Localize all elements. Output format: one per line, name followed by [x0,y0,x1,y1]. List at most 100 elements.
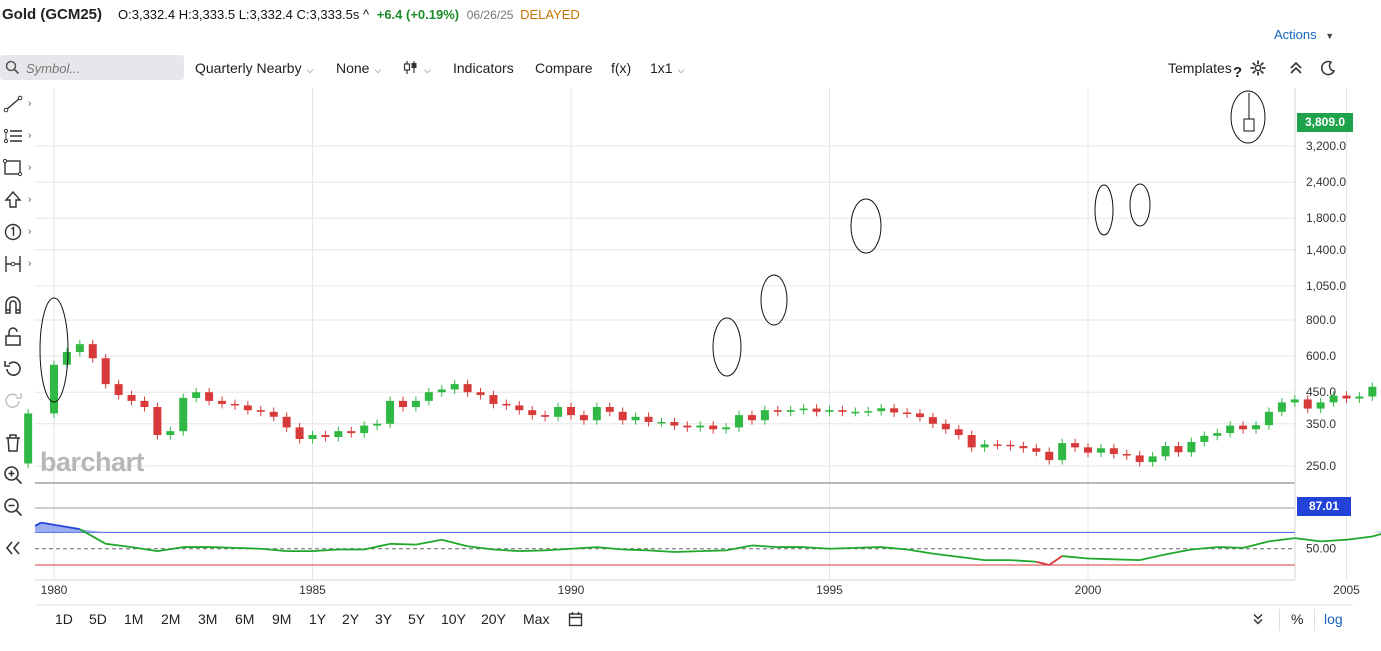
candle-down [644,416,653,422]
price-axis-label: 2,400.0 [1306,175,1346,189]
timeframe-1y[interactable]: 1Y [309,611,327,627]
candle-up [360,425,369,434]
measure-tool[interactable]: › [2,254,32,276]
candle-down [954,429,963,436]
timeframe-5y[interactable]: 5Y [408,611,426,627]
timeframe-20y[interactable]: 20Y [481,611,506,627]
rsi-line-segment [958,555,985,562]
candle-up [1264,411,1273,426]
candle-down [1084,447,1092,453]
candle-down [114,384,123,396]
annotation-ellipse [1094,184,1114,236]
annotation-tool[interactable]: › [2,222,32,244]
rectangle-icon [2,158,23,177]
templates-button[interactable]: Templates [1168,60,1232,76]
candle-up [1226,425,1235,434]
fibonacci-tool[interactable]: › [2,126,32,148]
lock-tool[interactable] [2,326,32,348]
candle-up [592,407,601,421]
timeframe-9m[interactable]: 9M [272,611,292,627]
actions-menu-button[interactable]: Actions ▼ [1274,27,1334,42]
candle-up [631,416,640,421]
candle-down [1032,448,1041,452]
zoom-out-icon [4,498,23,517]
timeframe-5d[interactable]: 5D [89,611,107,627]
candle-up [62,351,71,365]
compare-button[interactable]: Compare [535,60,593,76]
dark-mode-icon[interactable] [1320,60,1336,76]
function-button[interactable]: f(x) [611,60,632,76]
collapse-toolbar-button[interactable] [2,538,32,560]
candle-down [218,400,227,404]
magnet-tool[interactable] [2,294,32,316]
gear-icon[interactable] [1250,60,1266,76]
magnet-icon [5,296,21,314]
timeframe-2m[interactable]: 2M [161,611,181,627]
price-axis-label: 1,050.0 [1306,279,1346,293]
chart-type-select[interactable]: ⌵ [403,60,431,76]
rsi-line-segment [932,552,959,558]
rsi-line-segment [648,549,675,553]
rsi-line-segment [1320,538,1347,543]
collapse-up-icon[interactable] [1289,61,1303,75]
timeframe-3m[interactable]: 3M [198,611,218,627]
candle-down [1122,454,1131,456]
candle-down [489,395,498,404]
timeframe-1m[interactable]: 1M [124,611,144,627]
candle-up [1252,425,1261,430]
candle-down [773,410,782,412]
candle-up [722,427,731,430]
ohlc-values: O:3,332.4 H:3,333.5 L:3,332.4 C:3,333.5s… [118,7,370,22]
arrow-tool[interactable]: › [2,190,32,212]
undo-button[interactable] [2,358,32,380]
price-axis-label: 600.0 [1306,349,1336,363]
shape-tool[interactable]: › [2,158,32,180]
layout-select[interactable]: 1x1 ⌵ [650,60,684,76]
symbol-search[interactable] [0,55,184,80]
rsi-line-segment [1113,558,1140,562]
candle-up [1316,402,1325,409]
candle-up [1368,386,1377,397]
candle-down [1071,443,1080,448]
rsi-line-segment [700,549,727,553]
symbol-input[interactable] [24,59,178,77]
calendar-icon[interactable] [568,611,583,627]
candle-down [502,403,511,406]
overlay-select[interactable]: None ⌵ [336,60,381,76]
rsi-line-segment [906,548,934,555]
period-select[interactable]: Quarterly Nearby ⌵ [195,60,313,76]
candle-down [1109,448,1118,455]
timeframe-6m[interactable]: 6M [235,611,255,627]
candle-up [1290,399,1299,403]
candle-down [528,410,537,416]
timeframe-10y[interactable]: 10Y [441,611,466,627]
candle-down [1239,425,1248,430]
candle-down [321,435,330,437]
candle-up [735,415,744,428]
rsi-line-segment [881,546,908,551]
indicators-button[interactable]: Indicators [453,60,514,76]
rsi-line-segment [260,547,287,553]
chevron-down-icon: ⌵ [374,65,382,75]
candle-down [670,421,679,426]
timeframe-3y[interactable]: 3Y [375,611,393,627]
candle-up [1329,395,1338,403]
percent-scale-toggle[interactable]: % [1291,611,1304,627]
redo-button[interactable] [2,390,32,412]
timeframe-max[interactable]: Max [523,611,550,627]
candle-down [243,405,252,411]
trendline-tool[interactable]: › [2,94,32,116]
price-change: +6.4 (+0.19%) [376,7,460,22]
rsi-line-segment [441,538,468,548]
delete-drawings-button[interactable] [2,432,32,454]
price-axis-label: 450.0 [1306,385,1336,399]
divider [1314,609,1315,631]
zoom-in-button[interactable] [2,464,32,486]
double-chevron-down-icon[interactable] [1252,613,1264,625]
zoom-out-button[interactable] [2,496,32,518]
log-scale-toggle[interactable]: log [1324,611,1343,627]
help-icon[interactable]: ? [1233,64,1243,81]
timeframe-2y[interactable]: 2Y [342,611,360,627]
timeframe-1d[interactable]: 1D [55,611,73,627]
